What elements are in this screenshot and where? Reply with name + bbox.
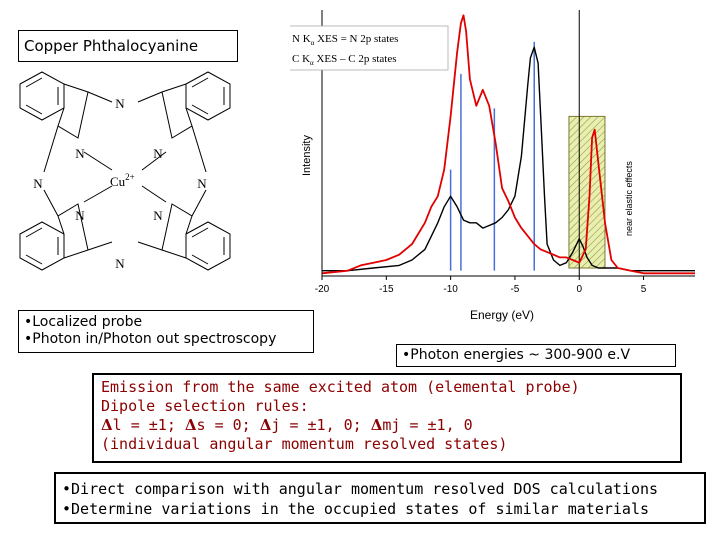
x-tick-label: -10 bbox=[443, 284, 458, 295]
molecule-atom-labels: N N N N N N N N Cu2+ bbox=[33, 96, 207, 271]
x-tick-label: 5 bbox=[641, 284, 647, 295]
near-elastic-region bbox=[568, 115, 606, 269]
nitrogen-label: N bbox=[197, 176, 207, 191]
molecule-bonds bbox=[19, 71, 231, 271]
page-title: Copper Phthalocyanine bbox=[18, 30, 238, 62]
nitrogen-label: N bbox=[115, 256, 125, 271]
nitrogen-label: N bbox=[115, 96, 125, 111]
dipole-line: Dipole selection rules: bbox=[101, 397, 309, 415]
nitrogen-label: N bbox=[153, 146, 163, 161]
dos-line: •Determine variations in the occupied st… bbox=[62, 500, 649, 518]
probe-bullets: •Localized probe •Photon in/Photon out s… bbox=[18, 310, 314, 353]
near-elastic-annotation: near elastic effects bbox=[624, 161, 634, 236]
legend-label-n: N Kα XES = N 2p states bbox=[292, 33, 398, 47]
rule-j: j = ±1, 0; bbox=[271, 416, 362, 434]
rule-l: l = ±1; bbox=[112, 416, 176, 434]
x-tick-label: -15 bbox=[379, 284, 394, 295]
dipole-rules-box: Emission from the same excited atom (ele… bbox=[92, 373, 682, 463]
benzene-ring-bottom-right bbox=[185, 221, 231, 271]
dipole-line: (individual angular momentum resolved st… bbox=[101, 435, 508, 453]
legend-label-c: C Kα XES – C 2p states bbox=[292, 53, 397, 67]
dipole-line: Emission from the same excited atom (ele… bbox=[101, 378, 580, 396]
nitrogen-label: N bbox=[153, 208, 163, 223]
nitrogen-label: N bbox=[75, 208, 85, 223]
xes-spectrum-chart: -20 -15 -10 -5 0 5 near elastic effects Inten… bbox=[290, 10, 695, 322]
x-axis-label: Energy (eV) bbox=[470, 308, 534, 322]
energy-note-text: •Photon energies ~ 300-900 e.V bbox=[402, 347, 631, 363]
copper-phthalocyanine-structure: N N N N N N N N Cu2+ bbox=[19, 71, 231, 271]
series-line-c-kalpha bbox=[321, 14, 695, 275]
photon-energy-note: •Photon energies ~ 300-900 e.V bbox=[396, 344, 676, 367]
series-line-n-kalpha bbox=[322, 46, 695, 272]
marker-lines bbox=[449, 10, 580, 276]
shaded-rect bbox=[568, 115, 606, 269]
benzene-ring-bottom-left bbox=[19, 221, 65, 271]
spectrum-series bbox=[321, 14, 695, 275]
dos-line: •Direct comparison with angular momentum… bbox=[62, 480, 659, 498]
bullet-item: •Photon in/Photon out spectroscopy bbox=[24, 331, 277, 347]
rule-mj: mj = ±1, 0 bbox=[382, 416, 473, 434]
nitrogen-label: N bbox=[33, 176, 43, 191]
title-text: Copper Phthalocyanine bbox=[24, 37, 199, 55]
benzene-ring-top-right bbox=[185, 71, 231, 121]
selection-rules: Δl = ±1; Δs = 0; Δj = ±1, 0; Δmj = ±1, 0 bbox=[101, 416, 473, 434]
chart-legend: N Kα XES = N 2p states C Kα XES – C 2p s… bbox=[290, 25, 449, 71]
x-axis: -20 -15 -10 -5 0 5 bbox=[315, 10, 695, 295]
copper-label: Cu2+ bbox=[110, 172, 135, 189]
dos-comparison-box: •Direct comparison with angular momentum… bbox=[54, 472, 706, 524]
nitrogen-label: N bbox=[75, 146, 85, 161]
bullet-item: •Localized probe bbox=[24, 314, 143, 330]
x-tick-label: -20 bbox=[315, 284, 330, 295]
x-tick-label: 0 bbox=[576, 284, 582, 295]
benzene-ring-top-left bbox=[19, 71, 65, 121]
rule-s: s = 0; bbox=[196, 416, 251, 434]
x-tick-label: -5 bbox=[510, 284, 519, 295]
y-axis-label: Intensity bbox=[301, 135, 313, 176]
